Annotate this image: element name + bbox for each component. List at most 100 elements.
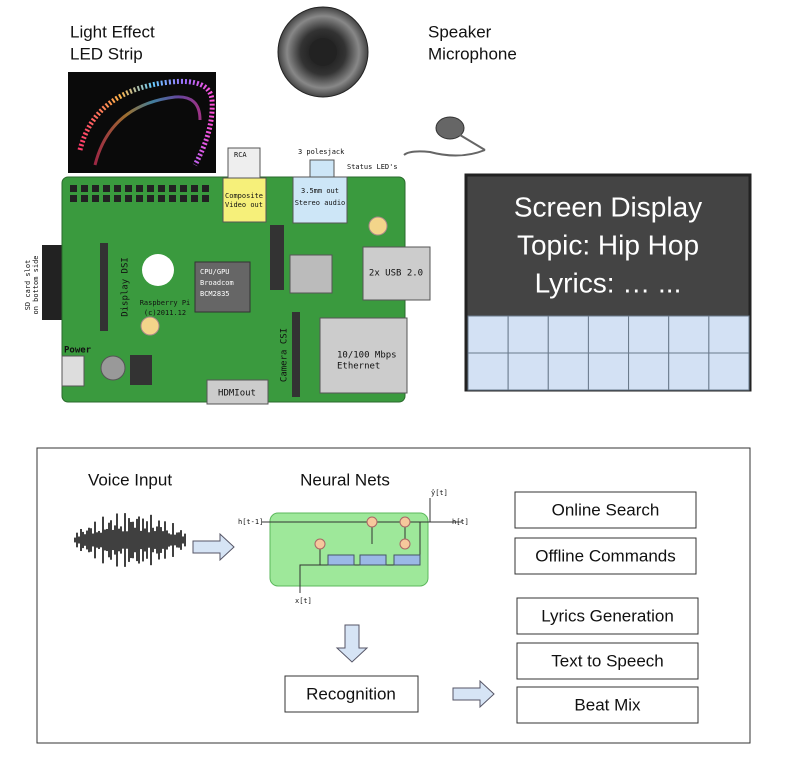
gpio-pin — [169, 195, 176, 202]
gpio-pin — [180, 185, 187, 192]
board-label: Status LED's — [347, 163, 398, 171]
gpio-pin — [125, 195, 132, 202]
gpio-pin — [125, 185, 132, 192]
lan-chip — [289, 254, 333, 294]
board-label: SD card slot — [24, 260, 32, 311]
board-label: 3.5mm out — [301, 187, 339, 195]
power-port — [61, 355, 85, 387]
arrow — [452, 679, 495, 709]
gpio-pin — [147, 185, 154, 192]
mount-hole — [140, 316, 160, 336]
lstm-label: ŷ[t] — [431, 489, 448, 497]
gpio-pin — [169, 185, 176, 192]
lstm-gates — [314, 516, 421, 566]
grid-cell — [708, 315, 750, 354]
gpio-pin — [70, 185, 77, 192]
board-label: Stereo audio — [295, 199, 346, 207]
board-label: Ethernet — [337, 362, 380, 372]
service-label: Online Search — [552, 500, 660, 519]
board-label: Power — [64, 346, 92, 356]
gpio-pin — [202, 195, 209, 202]
grid-cell — [467, 315, 509, 354]
service-box — [514, 537, 697, 575]
led-label: Light Effect — [70, 22, 155, 41]
grid-cell — [467, 352, 509, 391]
board-label: BCM2835 — [200, 290, 230, 298]
service-box — [516, 597, 699, 635]
gpio-pin — [191, 195, 198, 202]
gpio-pin — [103, 195, 110, 202]
ethernet-port — [319, 317, 408, 394]
board-label: Broadcom — [200, 279, 234, 287]
screen-text: Screen Display — [514, 191, 702, 222]
service-box — [514, 491, 697, 529]
service-label: Offline Commands — [535, 546, 675, 565]
service-label: Lyrics Generation — [541, 606, 674, 625]
regulator — [130, 355, 152, 385]
gpio-pin — [92, 185, 99, 192]
gpio-header — [70, 185, 209, 202]
board-label: Raspberry Pi — [140, 299, 191, 307]
lstm-cell — [269, 512, 429, 587]
mount-hole — [368, 216, 388, 236]
board-label: Composite — [225, 192, 263, 200]
grid-cell — [587, 315, 630, 354]
gpio-pin — [136, 195, 143, 202]
led-strip — [77, 78, 215, 167]
jack-top — [309, 159, 335, 179]
grid-cell — [547, 315, 589, 354]
dsi-connector — [100, 243, 108, 331]
cpu — [194, 261, 251, 313]
gpio-pin — [158, 195, 165, 202]
lstm-label: h[t] — [452, 518, 469, 526]
hdmi-port — [206, 379, 269, 405]
pipeline-label: Recognition — [306, 684, 396, 703]
board-label: on bottom side — [32, 255, 40, 314]
lstm-label: x[t] — [295, 597, 312, 605]
output-boxes: Online Search Offline Commands Lyrics Gene… — [514, 491, 699, 724]
gpio-pin — [136, 185, 143, 192]
capacitor — [100, 355, 126, 381]
service-label: Beat Mix — [574, 695, 641, 714]
grid-cell — [628, 315, 670, 354]
board-label: Camera CSI — [280, 328, 290, 382]
grid-cell — [587, 352, 630, 391]
gpio-pin — [81, 195, 88, 202]
pi-logo — [142, 254, 174, 286]
gpio-pin — [103, 185, 110, 192]
led-label: LED Strip — [70, 44, 143, 63]
speaker-label: Speaker — [428, 22, 492, 41]
board-label: Video out — [225, 201, 263, 209]
sd-slot — [42, 245, 64, 320]
board-label: 3 polesjack — [298, 148, 345, 156]
board-label: 10/100 Mbps — [337, 351, 397, 361]
pipeline-label: Voice Input — [88, 470, 172, 489]
grid-cell — [507, 352, 549, 391]
lstm-label: h[t-1] — [238, 518, 263, 526]
grid-cell — [547, 352, 589, 391]
screen-grid — [467, 315, 750, 391]
mic-cable — [403, 134, 486, 157]
gpio-pin — [191, 185, 198, 192]
grid-cell — [668, 315, 710, 354]
speaker-label: Microphone — [428, 44, 517, 63]
gpio-pin — [114, 195, 121, 202]
arrow — [192, 532, 235, 562]
service-label: Text to Speech — [551, 651, 663, 670]
led-strip — [93, 95, 202, 166]
speaker-cone — [309, 38, 337, 66]
gpio-pin — [202, 185, 209, 192]
service-box — [516, 642, 699, 680]
gpio-pin — [70, 195, 77, 202]
arrow — [335, 624, 369, 663]
usb-port — [362, 246, 431, 301]
gpio-pin — [180, 195, 187, 202]
gpio-pin — [81, 185, 88, 192]
header — [270, 225, 284, 290]
service-box — [516, 686, 699, 724]
pi-board: RCA Composite Video out 3 polesjack Stat… — [24, 147, 431, 405]
grid-cell — [668, 352, 710, 391]
board-label: CPU/GPU — [200, 268, 230, 276]
board-label: HDMIout — [218, 389, 256, 399]
